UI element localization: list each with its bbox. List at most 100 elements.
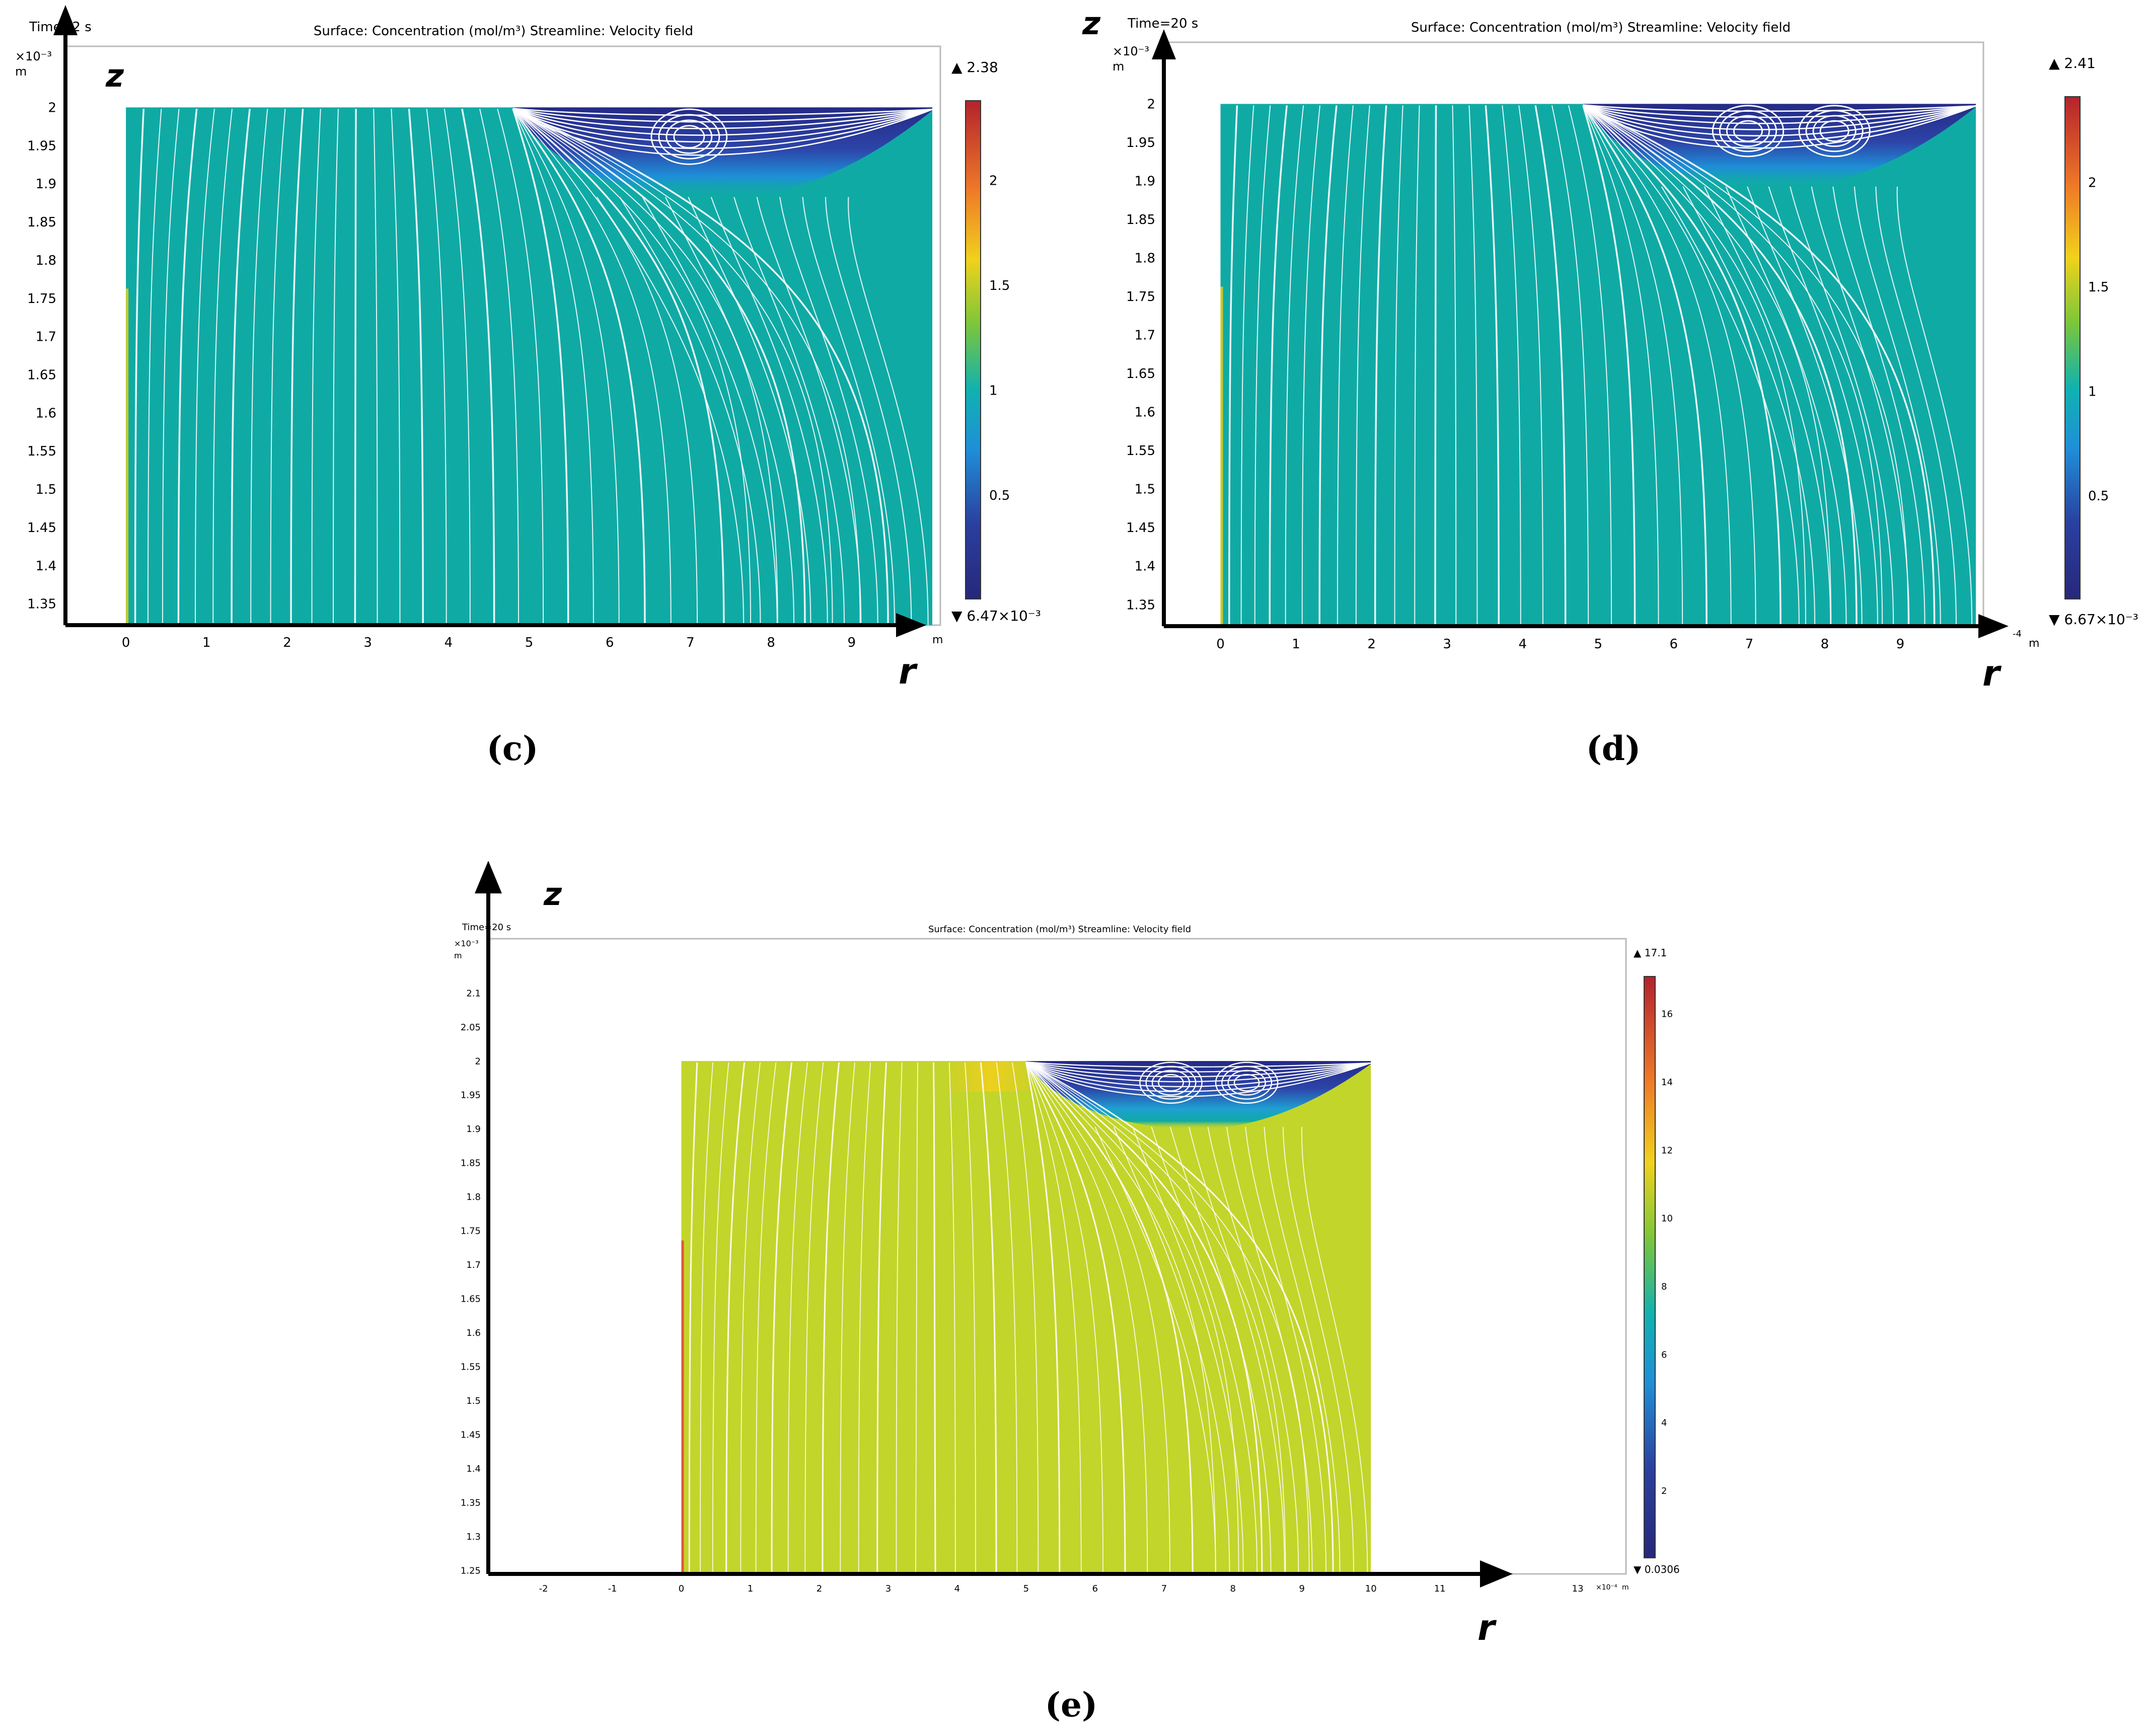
streamline: [1337, 105, 1354, 627]
axis-wall-strip: [126, 288, 129, 625]
y-tick-label: 1.6: [1135, 405, 1155, 420]
streamline: [1832, 186, 1926, 627]
colorbar-tick-label: 6: [1661, 1349, 1667, 1360]
streamline: [1583, 105, 1883, 627]
streamline: [1282, 1126, 1354, 1574]
streamline: [512, 108, 933, 143]
y-tick-label: 1.9: [36, 177, 56, 192]
x-unit-label: m: [2029, 637, 2039, 650]
y-tick-label: 1.45: [1126, 520, 1155, 536]
y-tick-label: 1.5: [36, 482, 56, 497]
streamline: [822, 1062, 840, 1574]
y-tick-label: 1.45: [27, 520, 56, 536]
x-tick-label: 9: [1896, 637, 1905, 652]
streamline: [1025, 1062, 1286, 1574]
streamline: [710, 197, 828, 626]
y-tick-label: 1.55: [461, 1362, 481, 1373]
x-tick-label: 11: [1434, 1583, 1446, 1594]
streamline: [664, 196, 795, 626]
z-axis-arrowhead: [53, 5, 78, 35]
streamline: [512, 108, 933, 116]
streamline: [512, 108, 752, 626]
z-axis-arrowhead: [1152, 29, 1176, 59]
y-tick-labels: 2 1.95 1.9 1.85 1.8 1.75 1.7 1.65 1.6 1.55 1.5 1.45…: [27, 100, 56, 612]
x-tick-label: 8: [1821, 637, 1829, 652]
streamline: [642, 196, 778, 626]
streamline: [354, 109, 357, 626]
colorbar-tick-label: 10: [1661, 1214, 1673, 1224]
domain-bulk-region: [126, 107, 932, 625]
x-tick-label: 3: [1443, 637, 1451, 652]
plot-title: Surface: Concentration (mol/m³) Streamli…: [1411, 20, 1791, 35]
streamline: [1502, 105, 1521, 627]
streamline: [1026, 1061, 1371, 1078]
y-tick-label: 1.5: [1135, 482, 1155, 497]
y-tick-labels: 2.1 2.05 2 1.95 1.9 1.85 1.8 1.75 1.7 1.65 1.6 1.55…: [461, 988, 481, 1576]
y-tick-label: 1.35: [27, 597, 56, 612]
streamline: [1896, 186, 1973, 627]
r-axis-arrowhead: [1480, 1560, 1513, 1588]
streamline: [512, 108, 933, 123]
x-tick-label: -2: [539, 1583, 548, 1594]
x-exponent-label: -4: [2013, 629, 2022, 639]
x-tick-label: 5: [525, 635, 534, 650]
streamline: [408, 109, 424, 626]
y-tick-label: 1.4: [1135, 559, 1155, 574]
y-tick-label: 1.7: [36, 330, 56, 345]
streamline: [1318, 105, 1338, 627]
streamline: [848, 197, 929, 626]
streamline: [426, 109, 447, 626]
streamline: [740, 1062, 761, 1574]
plot-title: Surface: Concentration (mol/m³) Streamli…: [928, 924, 1191, 935]
x-tick-label: 8: [767, 635, 775, 650]
streamline: [1583, 104, 1976, 118]
y-exponent-label: ×10⁻³: [15, 49, 52, 63]
streamline: [1582, 105, 1683, 627]
streamline: [1583, 104, 1976, 149]
streamline: [1113, 1126, 1230, 1574]
streamline: [1747, 186, 1863, 627]
x-unit-label: m: [932, 634, 943, 646]
streamline: [1025, 1062, 1126, 1574]
x-tick-label: 7: [686, 635, 695, 650]
colorbar-max-label: ▲ 2.38: [951, 59, 998, 76]
streamline: [1854, 186, 1941, 627]
streamline: [1025, 1062, 1103, 1574]
time-label: Time=20 s: [1127, 16, 1198, 31]
streamline: [333, 109, 339, 626]
streamline: [802, 197, 896, 626]
streamline: [733, 197, 845, 626]
y-exponent-label: ×10⁻³: [454, 939, 479, 948]
z-axis-letter: z: [1082, 5, 1101, 42]
x-tick-label: 6: [1670, 637, 1678, 652]
colorbar-ticks: 2 1.5 1 0.5: [2088, 175, 2109, 504]
streamline: [1264, 1126, 1341, 1574]
r-axis-arrowhead: [896, 613, 926, 637]
streamline: [876, 1062, 887, 1574]
z-axis-letter: z: [543, 876, 562, 913]
streamline: [512, 108, 833, 626]
y-tick-label: 1.6: [466, 1328, 481, 1338]
streamline: [512, 108, 725, 626]
y-unit-label: m: [454, 951, 462, 960]
panel-caption: (e): [1045, 1685, 1097, 1724]
y-tick-label: 1.4: [466, 1464, 481, 1474]
vortex-streamline: [1798, 105, 1871, 158]
streamline: [1583, 105, 1806, 627]
panel-c: Time=2 s Surface: Concentration (mol/m³)…: [15, 5, 1041, 768]
vortex-streamline: [1151, 1070, 1191, 1096]
x-tick-label: -1: [608, 1583, 617, 1594]
streamline: [1025, 1062, 1170, 1574]
streamline: [619, 196, 761, 626]
colorbar-ticks: 16 14 12 10 8 6 4 2: [1661, 1009, 1673, 1496]
panel-d: Time=20 s Surface: Concentration (mol/m³…: [1082, 5, 2138, 768]
vortex-streamline: [650, 108, 728, 165]
streamline: [512, 108, 861, 626]
x-tick-label: 4: [954, 1583, 960, 1594]
x-tick-label: 1: [202, 635, 211, 650]
colorbar-tick-label: 1.5: [2088, 280, 2109, 295]
colorbar-tick-label: 12: [1661, 1145, 1673, 1156]
streamline: [755, 1062, 777, 1574]
streamline: [512, 108, 646, 626]
streamline: [840, 1062, 855, 1574]
